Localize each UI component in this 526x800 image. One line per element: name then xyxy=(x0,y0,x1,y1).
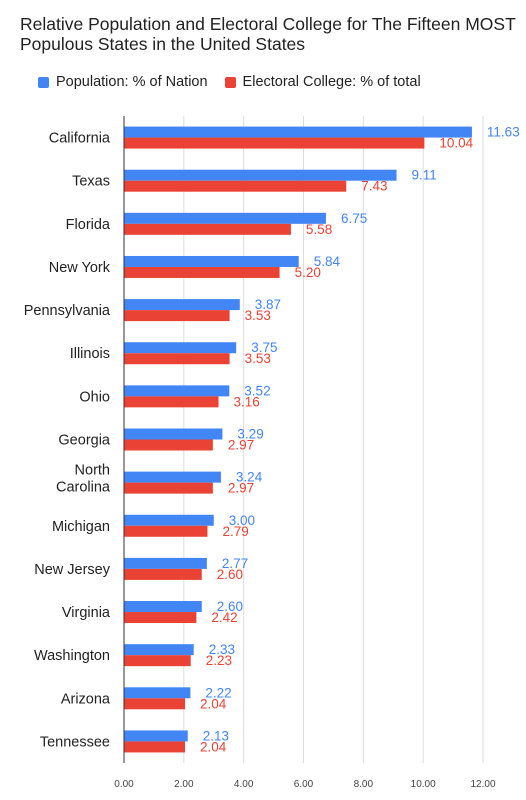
electoral-bar xyxy=(124,310,230,322)
population-bar xyxy=(124,169,397,181)
population-bar xyxy=(124,299,240,311)
chart-legend: Population: % of Nation Electoral Colleg… xyxy=(38,73,438,91)
x-tick-label: 8.00 xyxy=(354,779,374,790)
data-label: 2.60 xyxy=(217,599,243,614)
population-bar xyxy=(124,428,223,440)
population-bar xyxy=(124,342,237,354)
legend-label-population: Population: % of Nation xyxy=(56,74,208,90)
population-bar xyxy=(124,385,230,397)
category-label: Ohio xyxy=(79,389,110,405)
category-label: Texas xyxy=(72,174,110,190)
data-label: 2.97 xyxy=(228,438,254,453)
data-label: 3.16 xyxy=(234,394,260,409)
electoral-bar xyxy=(124,439,213,451)
category-label: North Carolina xyxy=(56,463,111,496)
population-bar xyxy=(124,212,326,224)
population-bar xyxy=(124,687,191,699)
population-bar xyxy=(124,126,472,138)
data-label: 2.13 xyxy=(203,728,229,743)
electoral-bar xyxy=(124,568,202,580)
x-tick-label: 0.00 xyxy=(114,779,134,790)
legend-label-electoral: Electoral College: % of total xyxy=(242,74,421,90)
electoral-bar xyxy=(124,741,186,753)
data-label: 2.23 xyxy=(206,653,232,668)
data-label: 7.43 xyxy=(361,179,387,194)
category-label: Florida xyxy=(66,217,111,233)
electoral-bar xyxy=(124,525,208,537)
electoral-bar xyxy=(124,396,219,408)
data-label: 3.00 xyxy=(229,513,255,528)
data-label: 10.04 xyxy=(439,136,473,151)
data-label: 2.60 xyxy=(217,567,243,582)
population-bar xyxy=(124,255,299,267)
population-bar xyxy=(124,471,221,483)
data-label: 3.24 xyxy=(236,470,263,485)
x-tick-label: 2.00 xyxy=(174,779,194,790)
data-label: 2.77 xyxy=(222,556,248,571)
electoral-bar xyxy=(124,482,213,494)
data-label: 3.53 xyxy=(245,351,271,366)
data-label: 9.11 xyxy=(412,168,437,183)
data-label: 2.42 xyxy=(211,610,237,625)
category-label: New York xyxy=(49,260,111,276)
chart-title: Relative Population and Electoral Colleg… xyxy=(20,14,516,54)
electoral-bar xyxy=(124,353,230,365)
data-label: 3.87 xyxy=(255,297,281,312)
data-label: 11.63 xyxy=(487,125,520,140)
category-label: Illinois xyxy=(70,346,110,362)
data-label: 2.33 xyxy=(209,642,235,657)
data-label: 2.22 xyxy=(205,685,231,700)
data-label: 3.75 xyxy=(251,340,277,355)
category-label: Pennsylvania xyxy=(24,303,111,319)
electoral-bar xyxy=(124,655,191,667)
data-label: 2.04 xyxy=(200,739,227,754)
legend-swatch-population xyxy=(38,76,49,88)
data-label: 3.29 xyxy=(237,427,263,442)
population-bar xyxy=(124,644,194,656)
data-label: 3.53 xyxy=(245,308,271,323)
electoral-bar xyxy=(124,223,291,235)
data-label: 3.52 xyxy=(244,383,270,398)
x-tick-label: 6.00 xyxy=(294,779,314,790)
data-label: 6.75 xyxy=(341,211,367,226)
electoral-bar xyxy=(124,266,280,278)
population-bar xyxy=(124,514,214,526)
data-label: 2.79 xyxy=(222,524,248,539)
population-bar xyxy=(124,601,202,613)
category-label: Virginia xyxy=(62,605,111,621)
legend-swatch-electoral xyxy=(224,76,236,88)
category-label: California xyxy=(49,131,111,147)
category-label: Arizona xyxy=(61,691,111,707)
data-label: 5.84 xyxy=(314,254,341,269)
population-bar xyxy=(124,557,207,569)
data-label: 5.20 xyxy=(295,265,321,280)
legend-item-population[interactable]: Population: % of Nation xyxy=(38,74,208,90)
data-label: 2.04 xyxy=(200,696,227,711)
category-label: Georgia xyxy=(58,433,111,449)
data-label: 2.97 xyxy=(228,481,254,496)
category-label: New Jersey xyxy=(34,562,110,578)
x-tick-label: 10.00 xyxy=(411,779,436,790)
category-label: Tennessee xyxy=(40,734,110,750)
category-label: Michigan xyxy=(52,519,110,535)
data-label: 5.58 xyxy=(306,222,332,237)
electoral-bar xyxy=(124,612,197,624)
legend-item-electoral[interactable]: Electoral College: % of total xyxy=(224,74,421,90)
category-label: Washington xyxy=(34,648,110,664)
electoral-bar xyxy=(124,137,425,149)
population-bar xyxy=(124,730,188,742)
x-tick-label: 12.00 xyxy=(470,779,495,790)
x-tick-label: 4.00 xyxy=(234,779,254,790)
electoral-bar xyxy=(124,698,186,710)
electoral-bar xyxy=(124,180,347,192)
